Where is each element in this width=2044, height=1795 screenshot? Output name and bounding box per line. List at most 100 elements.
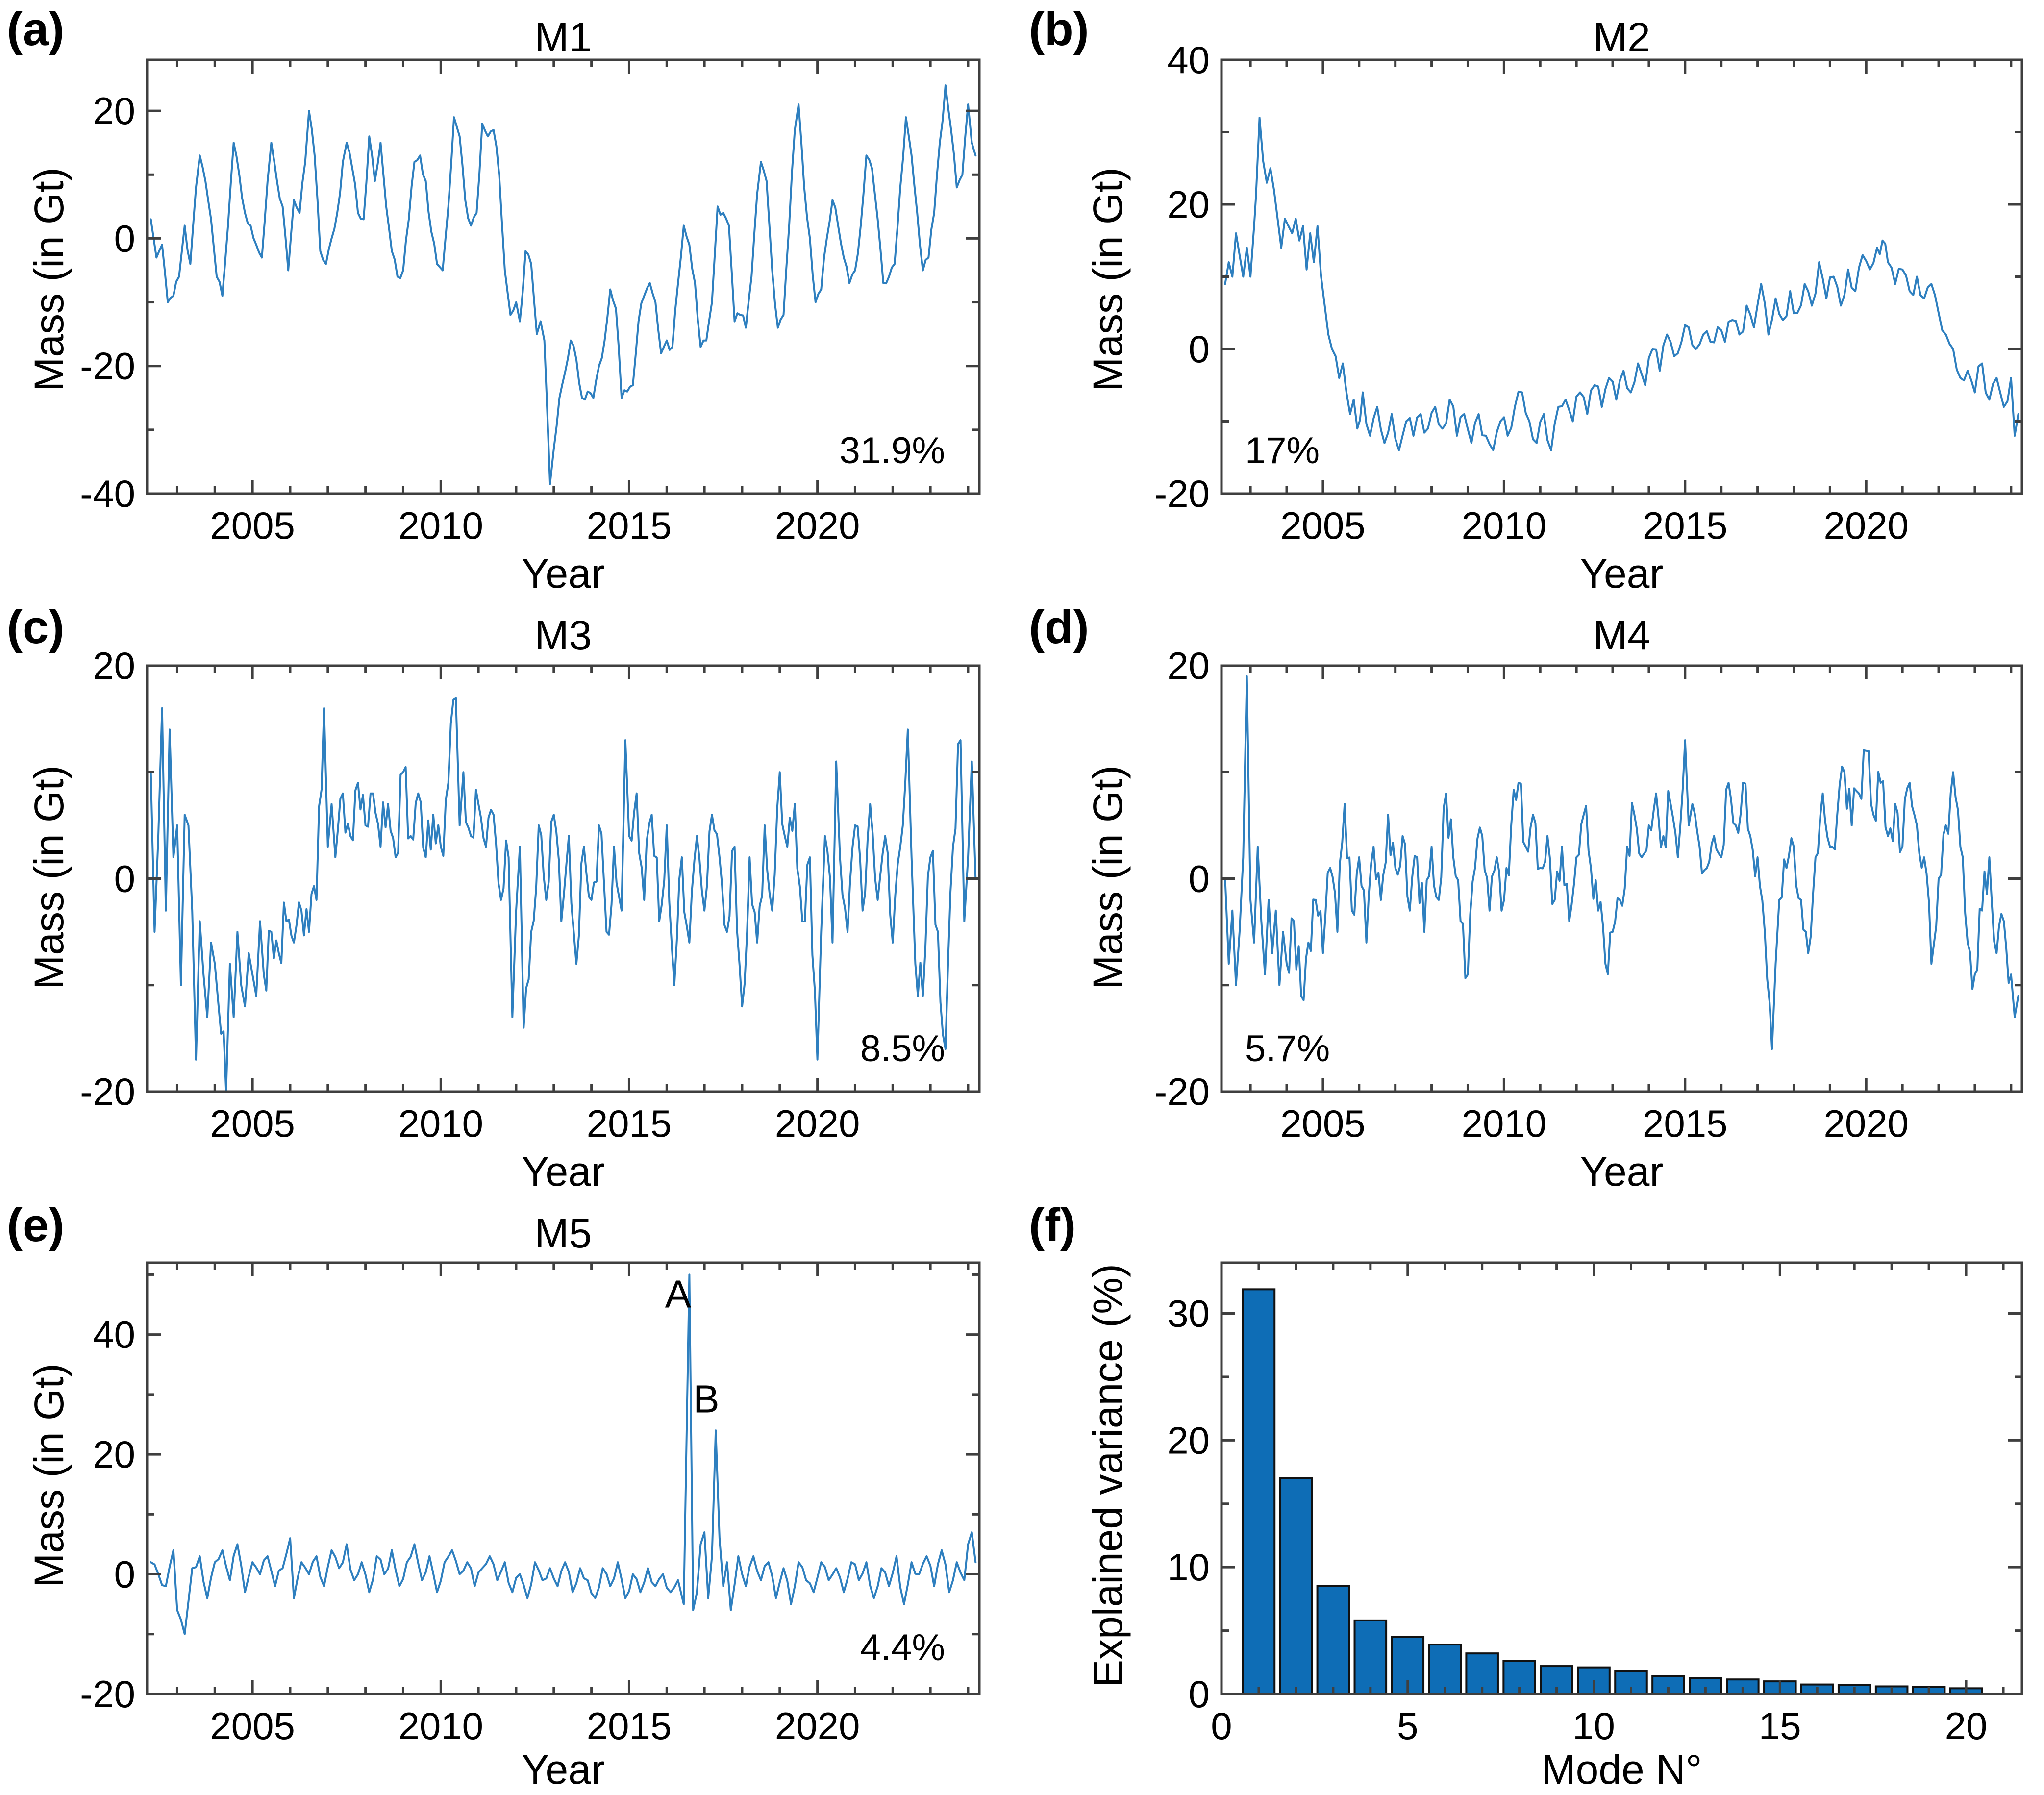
variance-bar-mode-3: [1316, 1585, 1350, 1695]
chart-svg-c: 2005 2010 2015 2020 -20 0 20: [80, 644, 981, 1145]
series-line-m3: [150, 697, 977, 1093]
variance-bar-mode-1: [1242, 1288, 1276, 1695]
panel-b-title: M2: [1593, 14, 1650, 60]
x-tick-label: 2010: [1462, 504, 1547, 547]
x-tick-label: 2015: [1643, 504, 1728, 547]
panel-d-plot-area: 2005 2010 2015 2020 -20 0 20: [1022, 598, 2044, 1196]
variance-bar-mode-6: [1428, 1644, 1462, 1695]
axis-ticks: [1221, 58, 2022, 495]
x-tick-label: 2015: [587, 504, 672, 547]
panel-d: (d) M4 Mass (in Gt) Year 5.7% 2005 2010 20…: [1022, 598, 2044, 1196]
axes-frame: [1220, 58, 2023, 495]
chart-svg-e: 2005 2010 2015 2020 -20 0 20 40 A B: [80, 1261, 981, 1747]
panel-e-letter: (e): [7, 1199, 65, 1251]
x-tick-label: 2020: [1824, 504, 1909, 547]
variance-bars: [1242, 1288, 1983, 1695]
chart-svg-f: 0 5 10 15 20 0 10 20 30: [1167, 1261, 2023, 1747]
y-tick-label: 20: [1167, 183, 1210, 226]
panel-a-title: M1: [534, 14, 592, 60]
x-tick-label: 2015: [1643, 1102, 1728, 1145]
axes-frame: [146, 664, 981, 1093]
x-tick-label: 2005: [1280, 1102, 1366, 1145]
x-tick-label: 10: [1572, 1704, 1615, 1747]
panel-a-plot-area: 2005 2010 2015 2020 -40 -20 0 20: [0, 0, 1022, 598]
y-tick-label: 0: [114, 857, 135, 900]
x-tick-label: 15: [1759, 1704, 1801, 1747]
x-tick-label: 2005: [210, 1704, 295, 1747]
panel-e-plot-area: 2005 2010 2015 2020 -20 0 20 40 A B: [0, 1196, 1022, 1795]
axes-frame: [146, 58, 981, 495]
panel-b-variance-annotation: 17%: [1245, 430, 1320, 472]
panel-a: (a) M1 Mass (in Gt) Year 31.9% 2005 2010 2…: [0, 0, 1022, 598]
axis-ticks: [147, 1263, 979, 1695]
y-tick-label: 20: [93, 1433, 135, 1476]
panel-d-variance-annotation: 5.7%: [1245, 1028, 1330, 1070]
series-line-m5: [150, 1273, 977, 1635]
axes-frame: [1220, 664, 2023, 1093]
x-tick-label: 2015: [587, 1704, 672, 1747]
chart-svg-a: 2005 2010 2015 2020 -40 -20 0 20: [80, 58, 981, 547]
y-tick-label: 0: [114, 217, 135, 260]
axis-ticks: [1221, 664, 2022, 1093]
y-tick-label: -20: [80, 345, 135, 388]
y-tick-label: 40: [1167, 38, 1210, 81]
chart-svg-d: 2005 2010 2015 2020 -20 0 20: [1154, 644, 2023, 1145]
y-tick-label: -20: [1154, 472, 1210, 515]
x-tick-label: 2020: [1824, 1102, 1909, 1145]
variance-bar-mode-4: [1353, 1619, 1388, 1695]
panel-b-plot-area: 2005 2010 2015 2020 -20 0 20 40: [1022, 0, 2044, 598]
y-tick-label: -20: [80, 1672, 135, 1716]
axes-frame: [146, 1261, 981, 1695]
panel-e-title: M5: [534, 1210, 592, 1256]
x-tick-label: 2010: [399, 1704, 484, 1747]
y-tick-label: 20: [93, 89, 135, 132]
y-tick-label: 0: [1189, 857, 1210, 900]
series-line-m2: [1224, 117, 2019, 451]
x-tick-label: 2010: [399, 504, 484, 547]
x-tick-label: 2010: [399, 1102, 484, 1145]
panel-c-plot-area: 2005 2010 2015 2020 -20 0 20: [0, 598, 1022, 1196]
panel-a-x-axis-label: Year: [522, 550, 605, 597]
panel-f: (f) Explained variance (%) Mode N° 0 5 10 1…: [1022, 1196, 2044, 1795]
variance-bar-mode-2: [1279, 1477, 1313, 1695]
panel-e-x-axis-label: Year: [522, 1746, 605, 1793]
x-tick-label: 5: [1397, 1704, 1418, 1747]
chart-svg-b: 2005 2010 2015 2020 -20 0 20 40: [1154, 38, 2023, 547]
y-tick-label: 30: [1167, 1292, 1210, 1335]
axis-ticks: [1220, 1263, 2022, 1695]
axis-ticks: [147, 60, 979, 495]
x-tick-label: 2005: [210, 504, 295, 547]
panel-f-x-axis-label: Mode N°: [1541, 1746, 1702, 1793]
panel-f-letter: (f): [1029, 1199, 1076, 1251]
axis-ticks: [147, 664, 979, 1093]
y-tick-label: -20: [80, 1070, 135, 1113]
series-line-m1: [150, 84, 977, 485]
y-tick-label: -20: [1154, 1070, 1210, 1113]
y-tick-label: -40: [80, 472, 135, 515]
panel-c-title: M3: [534, 612, 592, 658]
panel-a-letter: (a): [7, 3, 65, 55]
panel-d-x-axis-label: Year: [1580, 1148, 1664, 1195]
x-tick-label: 2020: [775, 504, 860, 547]
panel-c-x-axis-label: Year: [522, 1148, 605, 1195]
panel-d-title: M4: [1593, 612, 1650, 658]
panel-c-variance-annotation: 8.5%: [860, 1028, 945, 1070]
series-line-m4: [1224, 675, 2019, 1050]
axes-frame: [1220, 1261, 2023, 1695]
y-tick-label: 40: [93, 1313, 135, 1356]
panel-b: (b) M2 Mass (in Gt) Year 17% 2005 2010 201…: [1022, 0, 2044, 598]
panel-b-letter: (b): [1029, 3, 1089, 55]
x-tick-label: 2005: [1280, 504, 1366, 547]
y-tick-label: 0: [114, 1553, 135, 1596]
x-tick-label: 0: [1211, 1704, 1232, 1747]
panel-b-x-axis-label: Year: [1580, 550, 1664, 597]
panel-c-letter: (c): [7, 601, 65, 653]
y-tick-label: 20: [1167, 644, 1210, 687]
panel-d-letter: (d): [1029, 601, 1089, 653]
y-tick-label: 20: [93, 644, 135, 687]
spike-label-b: B: [693, 1377, 719, 1421]
panel-c: (c) M3 Mass (in Gt) Year 8.5% 2005 2010 20…: [0, 598, 1022, 1196]
x-tick-label: 2010: [1462, 1102, 1547, 1145]
x-tick-label: 2020: [775, 1102, 860, 1145]
